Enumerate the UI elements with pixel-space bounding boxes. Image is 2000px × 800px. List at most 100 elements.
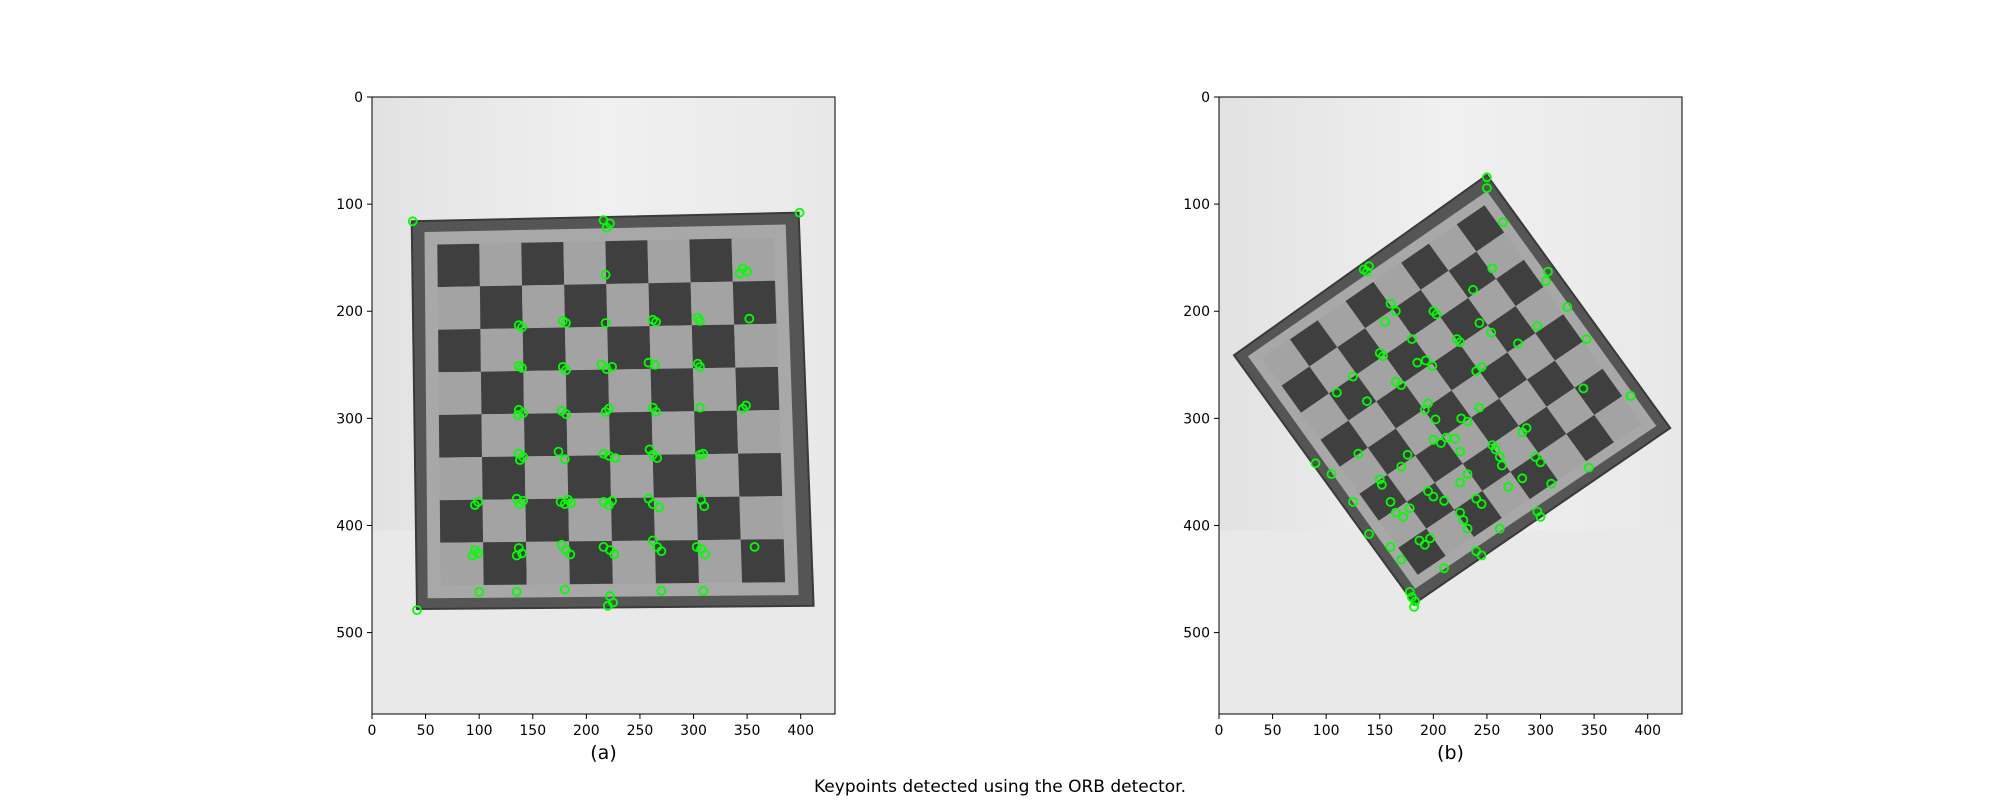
panel-b-y-tick-label: 400 [1183, 518, 1210, 534]
panel-a-keypoint [518, 408, 528, 418]
panel-a-keypoint [512, 410, 523, 421]
panel-a-board-square [439, 457, 483, 501]
panel-a-keypoint [600, 269, 611, 280]
panel-a-keypoint [741, 400, 751, 411]
panel-b-board-square [1281, 366, 1329, 413]
panel-a-board-square [653, 497, 698, 541]
panel-a-board-square [739, 496, 784, 540]
panel-b-keypoint [1378, 351, 1388, 362]
panel-a-keypoint [749, 542, 760, 552]
panel-b-keypoint [1517, 473, 1528, 484]
panel-a-keypoint [598, 448, 609, 459]
panel-b-keypoint [1390, 306, 1401, 317]
panel-b-board-square [1423, 390, 1472, 437]
panel-b-y-tick-label: 0 [1201, 90, 1210, 106]
panel-b-keypoint [1396, 380, 1407, 391]
panel-a-board-square [608, 368, 652, 413]
panel-b-board-square [1451, 371, 1500, 418]
panel-b-board-square [1337, 328, 1385, 375]
panel-b-board-square [1496, 259, 1544, 307]
panel-a-keypoint [517, 548, 527, 559]
panel-b-board-square [1387, 455, 1435, 502]
panel-b-board-square [1339, 447, 1388, 494]
panel-b-x-tick-label: 400 [1634, 723, 1661, 739]
panel-a-board-square [524, 455, 569, 500]
panel-a-board-square [690, 281, 735, 326]
panel-a-board-square [439, 499, 484, 543]
panel-a-board-square [652, 454, 697, 498]
panel-b-keypoint [1364, 529, 1374, 539]
panel-b-x-tick-label: 150 [1366, 723, 1393, 739]
panel-a-keypoint [560, 584, 570, 595]
panel-b-board-square [1412, 317, 1460, 364]
panel-b-keypoint [1362, 266, 1372, 277]
panel-b-keypoint [1385, 298, 1396, 309]
panel-a-x-tick-label: 250 [627, 723, 654, 739]
panel-a-board-square [565, 326, 609, 371]
panel-a-keypoint [473, 496, 484, 507]
panel-b-keypoint [1441, 432, 1452, 443]
panel-a-board-square [695, 453, 740, 498]
panel-b-board-square [1527, 360, 1575, 407]
panel-a-board-square [605, 240, 649, 284]
panel-a-y-tick-label: 300 [336, 411, 363, 427]
panel-a-keypoint [561, 409, 571, 420]
panel-b-keypoint [1404, 587, 1415, 597]
panel-b-keypoint [1398, 512, 1409, 522]
panel-b-keypoint [1396, 554, 1407, 565]
panel-a-keypoint [656, 585, 667, 596]
panel-b-board-square [1317, 301, 1366, 348]
panel-a-keypoint [698, 448, 709, 459]
panel-b-keypoint [1578, 383, 1589, 394]
panel-a-keypoint [650, 359, 660, 370]
panel-a-keypoint [561, 365, 571, 376]
panel-b-keypoint [1362, 396, 1372, 407]
panel-a-keypoint [647, 535, 658, 546]
panel-b-keypoint [1482, 172, 1492, 183]
panel-a-board-square [611, 540, 656, 584]
panel-a-board-square [611, 497, 655, 541]
panel-b-board-square [1459, 325, 1508, 372]
panel-a-keypoint [794, 207, 805, 218]
panel-a-keypoint [656, 546, 667, 557]
panel-a-board-square [693, 367, 737, 412]
panel-a-board-square [480, 328, 524, 372]
panel-b-photo [1219, 97, 1682, 714]
panel-a-keypoint [600, 318, 611, 328]
panel-b-keypoint [1562, 302, 1573, 312]
panel-b-keypoint [1535, 512, 1546, 522]
panel-b-board-square [1554, 341, 1603, 388]
panel-b-board-square [1479, 352, 1527, 399]
panel-b-board-square [1345, 281, 1393, 329]
panel-a-keypoint [700, 549, 711, 560]
panel-a-x-tick-label: 150 [519, 723, 546, 739]
panel-b-keypoint [1513, 338, 1523, 349]
panel-a-board-square [569, 541, 613, 585]
panel-b-keypoint [1521, 423, 1532, 433]
panel-b-board-square [1518, 406, 1567, 453]
panel-a-board-square [525, 498, 569, 542]
panel-b-board-square [1373, 262, 1421, 310]
panel-b-keypoint [1385, 542, 1396, 552]
panel-b-board-square [1320, 420, 1368, 467]
panel-b-board-square [1289, 320, 1338, 367]
panel-a-board-square [522, 327, 566, 371]
panel-a-keypoint [699, 501, 710, 512]
panel-a-keypoint [561, 318, 571, 328]
panel-a-keypoint [518, 495, 528, 506]
panel-b-board-square [1594, 396, 1642, 443]
panel-b-keypoints [1310, 172, 1636, 612]
panel-a-keypoint [560, 454, 570, 465]
panel-b-keypoint [1431, 309, 1442, 320]
panel-b-keypoint [1455, 446, 1465, 457]
panel-b-keypoint [1468, 284, 1478, 295]
panel-a-keypoint [474, 587, 485, 597]
panel-b-keypoint [1546, 478, 1557, 489]
panel-b-keypoint [1377, 479, 1387, 490]
panel-a-keypoints [407, 207, 805, 615]
panel-b-keypoint [1427, 360, 1438, 371]
panel-a-board-square [649, 325, 693, 369]
panel-b-keypoint [1412, 357, 1423, 368]
panel-a-x-tick-label: 50 [417, 723, 435, 739]
panel-b-keypoint [1543, 266, 1553, 277]
